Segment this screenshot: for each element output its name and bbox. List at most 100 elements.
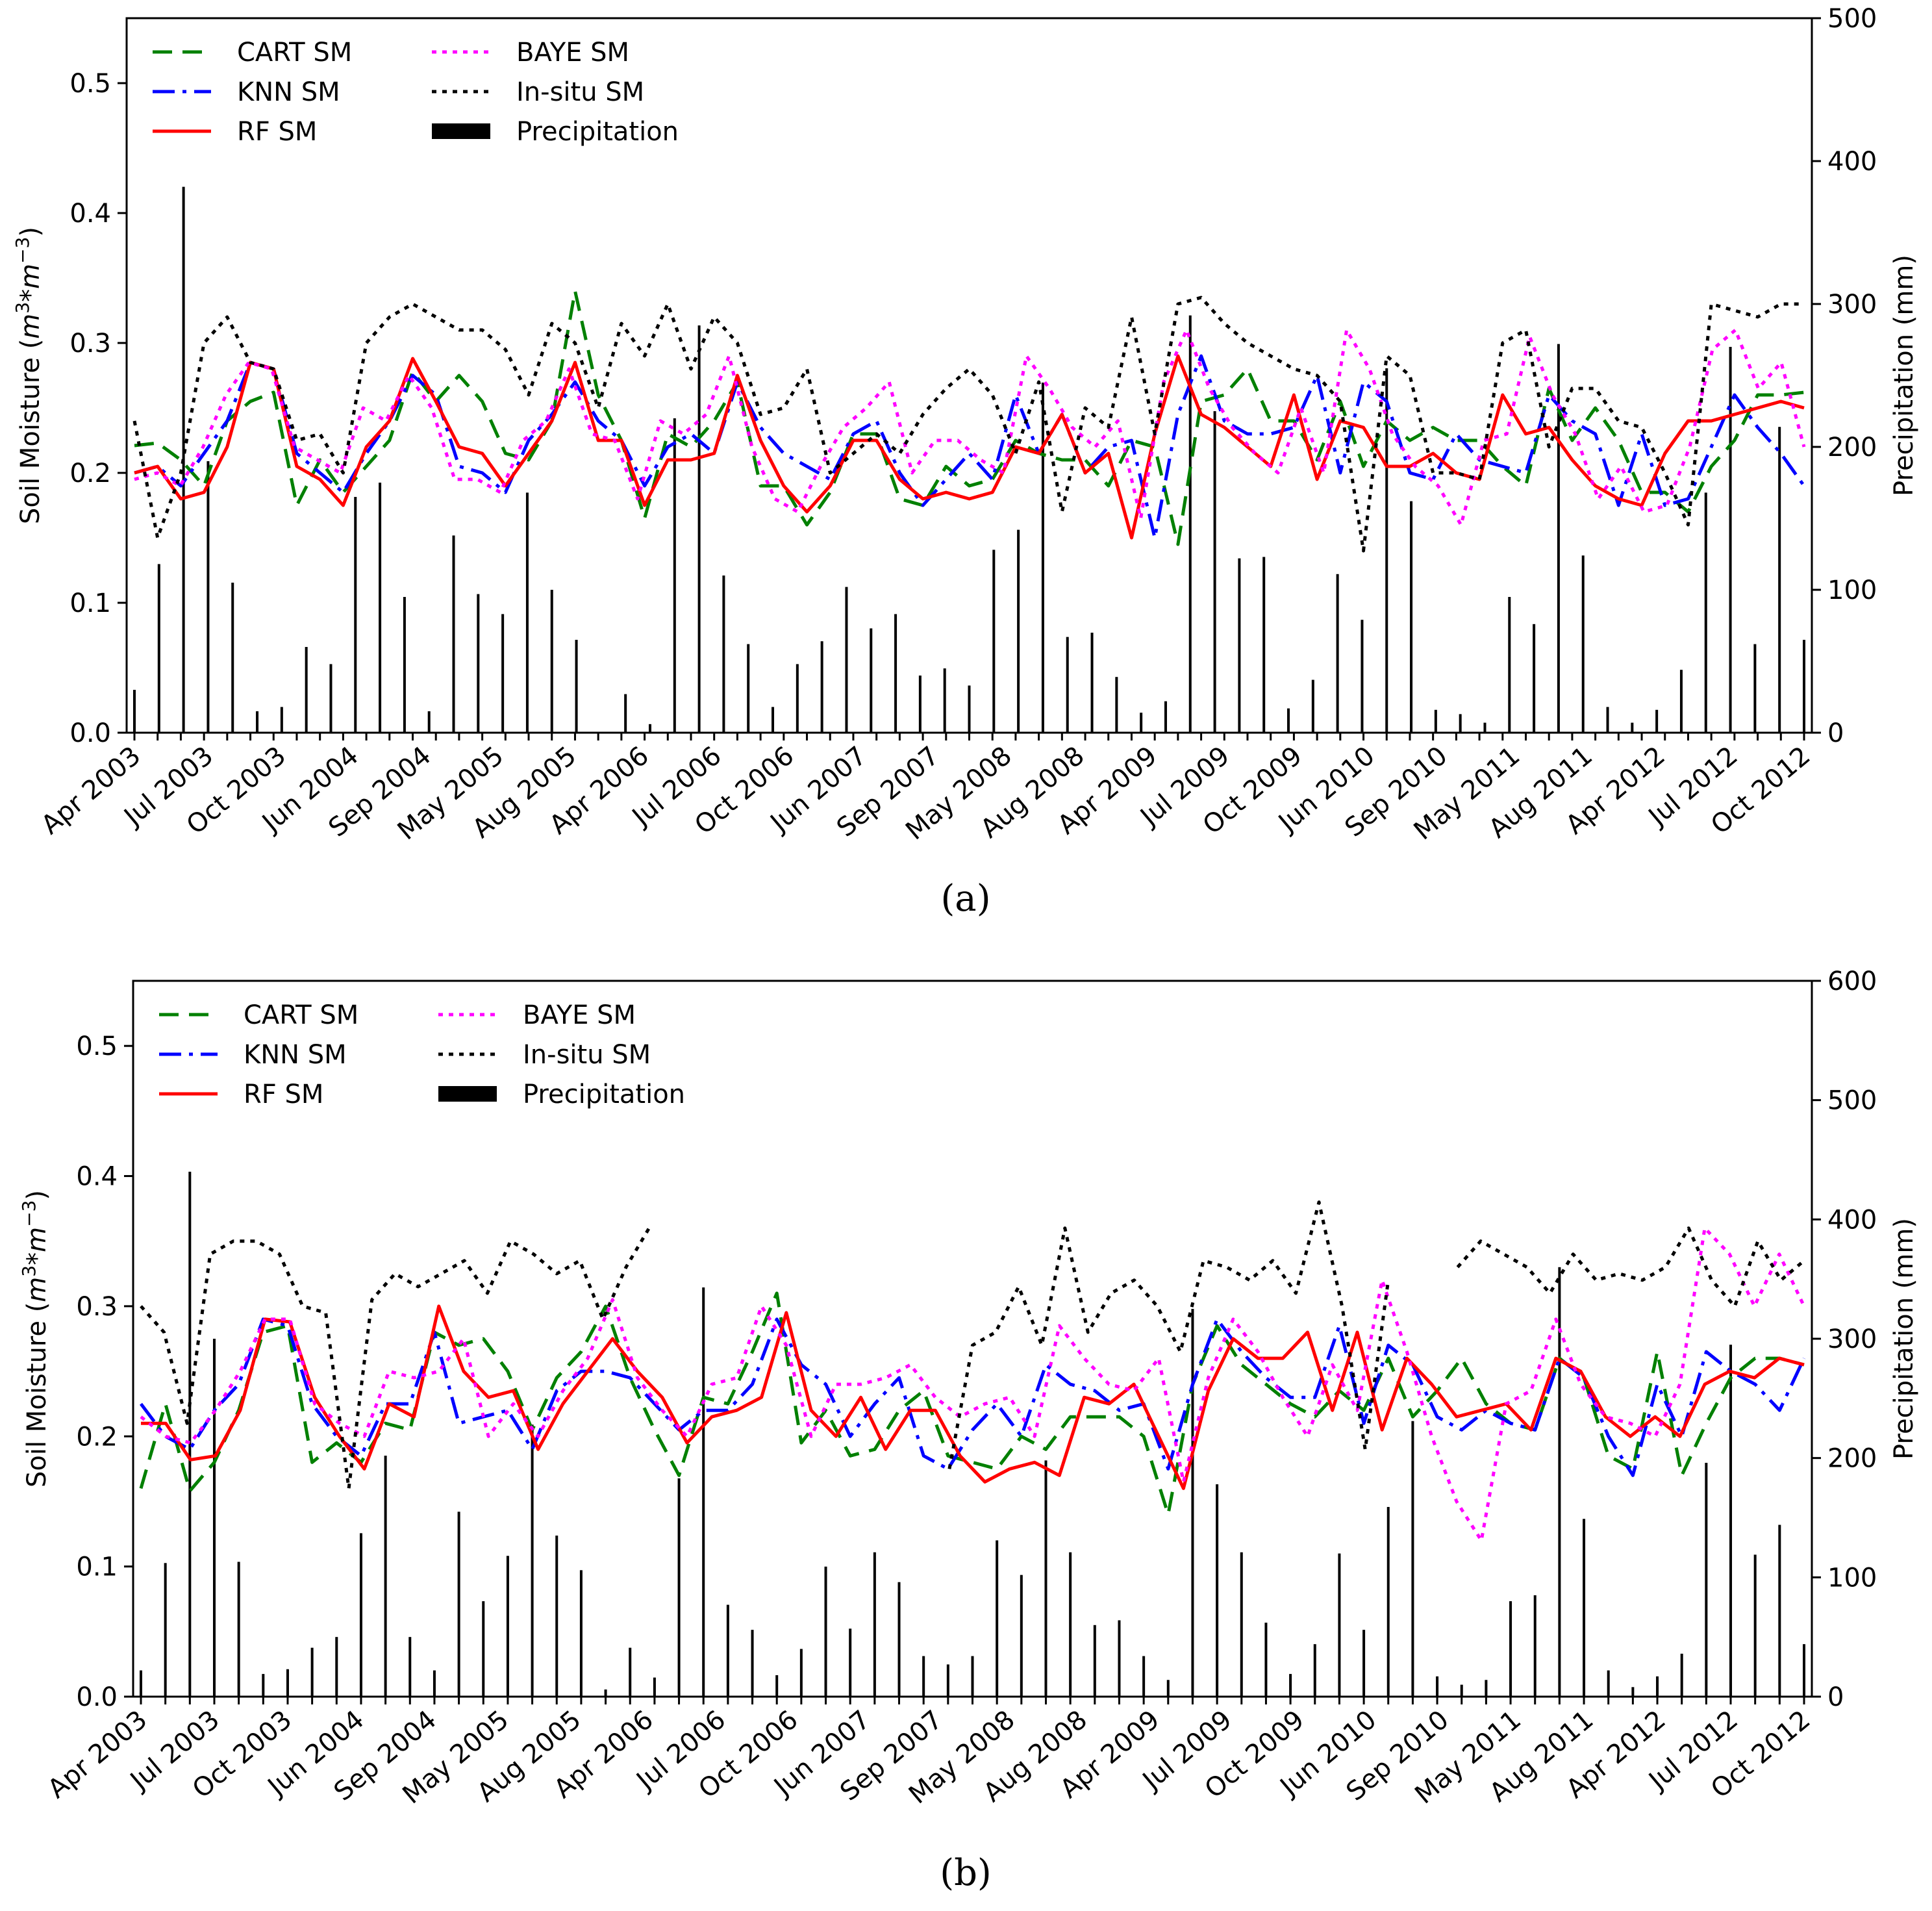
precipitation-bar [673, 418, 676, 733]
precipitation-bar [751, 1630, 754, 1697]
precipitation-bar [1434, 709, 1437, 733]
y2-axis-label: Precipitation (mm) [1889, 1218, 1919, 1460]
precipitation-bar [1753, 644, 1757, 733]
precipitation-bar [1606, 707, 1609, 733]
series-line-insitu [1456, 1226, 1805, 1308]
precipitation-bar [1240, 1552, 1243, 1697]
precipitation-bar [1459, 714, 1462, 733]
precipitation-bar [1655, 709, 1659, 733]
legend-label-cart: CART SM [237, 38, 352, 68]
y-tick-label: 0.3 [69, 329, 111, 359]
precipitation-bar [799, 1649, 803, 1697]
y2-tick-label: 500 [1827, 1086, 1877, 1116]
legend-label-precip: Precipitation [516, 117, 679, 147]
precipitation-bar [427, 711, 431, 733]
y2-tick-label: 100 [1827, 576, 1877, 605]
legend-label-cart: CART SM [244, 1000, 358, 1030]
precipitation-bar [1753, 1554, 1757, 1697]
legend-label-knn: KNN SM [244, 1040, 347, 1070]
precipitation-bar [943, 668, 946, 733]
precipitation-bar [897, 1582, 901, 1697]
precipitation-bar [477, 594, 480, 733]
precipitation-bar [164, 1563, 167, 1697]
precipitation-bar [677, 1478, 681, 1697]
precipitation-bar [1803, 1644, 1805, 1697]
precipitation-bar [653, 1677, 656, 1697]
precipitation-bar [1017, 529, 1020, 733]
series-line-insitu [947, 1200, 1390, 1469]
legend-label-baye: BAYE SM [516, 38, 629, 68]
precipitation-bar [579, 1570, 583, 1697]
series-line-cart [134, 289, 1805, 546]
precipitation-bar [1164, 701, 1167, 733]
y-axis-label-superscript: 3 [12, 302, 33, 314]
precipitation-bar [1166, 1680, 1170, 1697]
precipitation-bar [1485, 1680, 1488, 1697]
precipitation-bar [1069, 1552, 1072, 1697]
precipitation-bar [403, 597, 406, 733]
precipitation-bar [1188, 315, 1192, 733]
legend: CART SM KNN SM RF SM BAYE SM In-situ SM Preci… [159, 1000, 685, 1109]
precipitation-bar [1680, 1653, 1683, 1697]
precipitation-bar [384, 1455, 387, 1697]
precipitation-bar [501, 614, 505, 733]
y-axis-label: Soil Moisture (m3*m−3) [18, 1190, 52, 1487]
precipitation-bar [286, 1669, 289, 1697]
precipitation-bar [525, 492, 529, 733]
legend-label-knn: KNN SM [237, 77, 340, 107]
legend-label-baye: BAYE SM [523, 1000, 636, 1030]
y-axis-label-unit: m [16, 314, 45, 339]
precipitation-bar [918, 676, 922, 733]
precipitation-bar [1313, 1644, 1316, 1697]
y-tick-label: 0.4 [69, 199, 111, 229]
precipitation-bar [996, 1540, 999, 1697]
y2-axis-label: Precipitation (mm) [1889, 255, 1919, 496]
precipitation-bars [140, 1171, 1805, 1697]
series-line-rf [134, 354, 1805, 540]
precipitation-bar [1410, 501, 1413, 733]
precipitation-bar [207, 461, 210, 733]
precipitation-bar [1090, 633, 1094, 733]
precipitation-bar [329, 664, 332, 733]
precipitation-bar [747, 644, 750, 733]
y-axis-label-text: ) [16, 227, 45, 237]
y-tick-label: 0.2 [69, 459, 111, 488]
precipitation-bar [1361, 620, 1364, 733]
precipitation-bar [873, 1552, 876, 1697]
precipitation-bar [256, 711, 259, 733]
y-tick-label: 0.1 [76, 1552, 118, 1582]
y2-tick-label: 300 [1827, 1324, 1877, 1354]
precipitation-bar [772, 707, 775, 733]
y-tick-label: 0.4 [76, 1162, 118, 1192]
precipitation-bar [1656, 1676, 1659, 1697]
y2-tick-label: 600 [1827, 967, 1877, 996]
y-tick-label: 0.5 [69, 69, 111, 99]
precipitation-bar [280, 707, 283, 733]
precipitation-bar [310, 1647, 314, 1697]
y2-tick-label: 0 [1827, 1682, 1844, 1712]
precipitation-bar [452, 535, 455, 733]
y-axis-label-text: ) [22, 1190, 52, 1200]
precipitation-bar [820, 641, 823, 733]
precipitation-bar [1338, 1553, 1341, 1697]
y-axis-label-unit: *m [22, 1227, 52, 1265]
precipitation-bar [1311, 679, 1314, 733]
series-line-baye [140, 1226, 1806, 1543]
precipitation-bar [1115, 677, 1118, 733]
series-line-knn [134, 354, 1806, 540]
legend-label-insitu: In-situ SM [523, 1040, 651, 1070]
precipitation-bar [140, 1670, 142, 1697]
precipitation-bar [722, 576, 725, 733]
y-axis-label-superscript: −3 [12, 237, 33, 264]
precipitation-bar [506, 1556, 509, 1697]
precipitation-bar [457, 1512, 460, 1697]
precipitation-bar [1336, 574, 1339, 733]
precipitation-bar [870, 628, 873, 733]
precipitation-bar [697, 325, 701, 733]
precipitation-bar [1631, 1687, 1635, 1697]
precipitation-bar [1705, 1463, 1708, 1697]
precipitation-bar [1483, 722, 1487, 733]
precipitation-bar [1287, 708, 1290, 733]
precipitation-bar [1262, 557, 1266, 733]
